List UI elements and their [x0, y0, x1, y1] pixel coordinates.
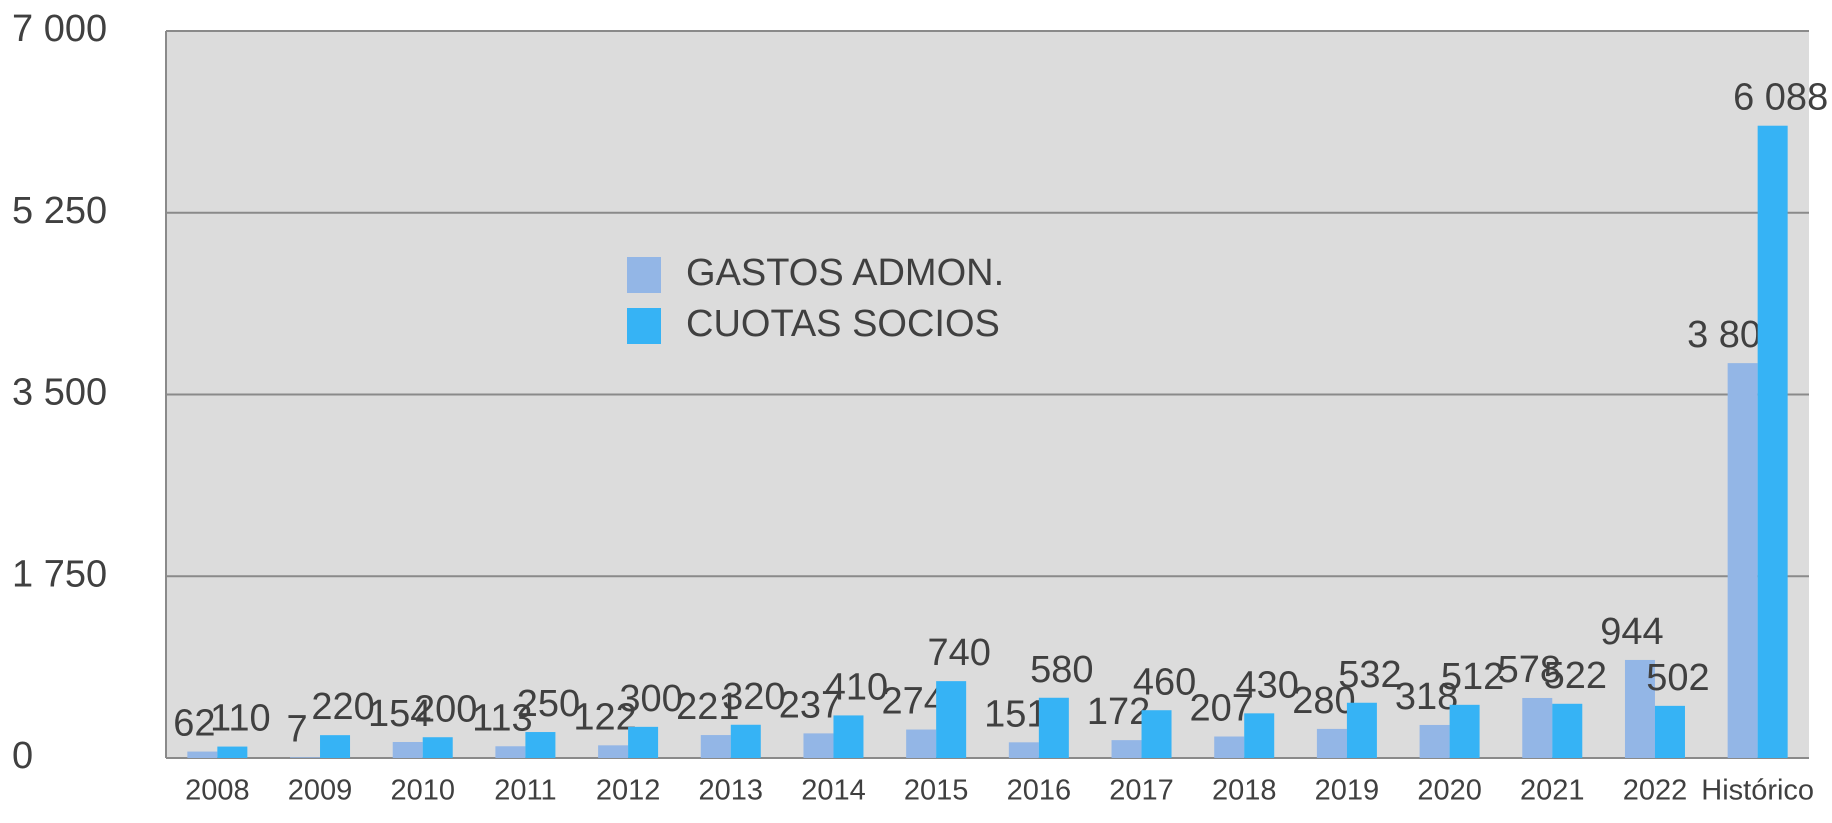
value-label: 522 [1544, 655, 1607, 697]
value-label: 62 [173, 703, 215, 745]
value-label: 221 [676, 686, 739, 728]
value-label: 460 [1133, 661, 1196, 703]
value-label: 237 [779, 684, 842, 726]
x-tick-label: 2016 [1007, 775, 1072, 807]
value-label: 207 [1190, 688, 1253, 730]
x-tick-label: 2008 [185, 775, 250, 807]
x-tick-label: 2022 [1623, 775, 1688, 807]
value-label: 430 [1236, 664, 1299, 706]
value-label: 410 [825, 666, 888, 708]
x-tick-label: 2019 [1315, 775, 1380, 807]
bar [1552, 703, 1583, 758]
legend-swatch [627, 257, 661, 293]
x-tick-label: 2017 [1109, 775, 1174, 807]
y-tick-label: 5 250 [12, 190, 107, 232]
y-tick-label: 7 000 [12, 8, 107, 50]
bar [422, 737, 453, 758]
bar [628, 726, 659, 758]
bar [730, 724, 761, 758]
bar [392, 742, 423, 758]
bar [1214, 736, 1245, 758]
bar [525, 732, 556, 758]
bar [1141, 710, 1172, 758]
value-label: 578 [1498, 649, 1561, 691]
x-tick-label: 2012 [596, 775, 661, 807]
value-label: 512 [1441, 656, 1504, 698]
value-label: 6 088 [1733, 77, 1828, 119]
value-label: 280 [1292, 680, 1355, 722]
bar [1419, 724, 1450, 758]
y-tick-label: 3 500 [12, 372, 107, 414]
bar [833, 715, 864, 758]
bar [906, 729, 937, 758]
bar [1244, 713, 1275, 758]
value-label: 320 [722, 676, 785, 718]
bar [1654, 705, 1685, 758]
bar [495, 746, 526, 758]
x-tick-label: Histórico [1701, 775, 1814, 807]
value-label: 200 [414, 688, 477, 730]
bar [700, 735, 731, 758]
bar [1449, 704, 1480, 758]
bar [217, 746, 248, 758]
bar [1624, 659, 1655, 758]
bar [1727, 363, 1758, 758]
value-label: 110 [210, 698, 271, 740]
bar [1522, 697, 1553, 758]
value-label: 122 [573, 696, 636, 738]
value-label: 220 [311, 686, 374, 728]
x-tick-label: 2010 [390, 775, 455, 807]
legend-label: CUOTAS SOCIOS [686, 303, 1000, 345]
x-tick-label: 2009 [288, 775, 353, 807]
value-label: 300 [619, 678, 682, 720]
x-tick-label: 2014 [801, 775, 866, 807]
x-tick-label: 2020 [1417, 775, 1482, 807]
bar [936, 681, 967, 758]
value-label: 740 [927, 632, 990, 674]
bar [803, 733, 834, 758]
y-tick-label: 0 [12, 735, 33, 777]
bar [320, 735, 351, 758]
value-label: 580 [1030, 649, 1093, 691]
value-label: 944 [1600, 611, 1663, 653]
bar [187, 751, 218, 758]
bar [1316, 728, 1347, 758]
value-label: 532 [1338, 654, 1401, 696]
value-label: 172 [1087, 691, 1150, 733]
bar [1038, 697, 1069, 758]
x-tick-label: 2021 [1520, 775, 1585, 807]
bar [1757, 125, 1788, 758]
legend-label: GASTOS ADMON. [686, 252, 1004, 294]
bar [1346, 702, 1377, 758]
value-label: 113 [472, 697, 533, 739]
value-label: 7 [286, 708, 307, 750]
value-label: 318 [1395, 676, 1458, 718]
bar [598, 745, 629, 758]
bar [1008, 742, 1039, 758]
value-label: 274 [881, 681, 944, 723]
value-label: 250 [517, 683, 580, 725]
bar [290, 757, 321, 758]
x-tick-label: 2011 [494, 775, 556, 807]
legend-swatch [627, 308, 661, 344]
value-label: 154 [368, 693, 431, 735]
value-label: 151 [984, 693, 1047, 735]
bar [1111, 740, 1142, 758]
x-tick-label: 2018 [1212, 775, 1277, 807]
x-tick-label: 2013 [699, 775, 764, 807]
y-tick-label: 1 750 [12, 553, 107, 595]
x-tick-label: 2015 [904, 775, 969, 807]
value-label: 502 [1646, 657, 1709, 699]
